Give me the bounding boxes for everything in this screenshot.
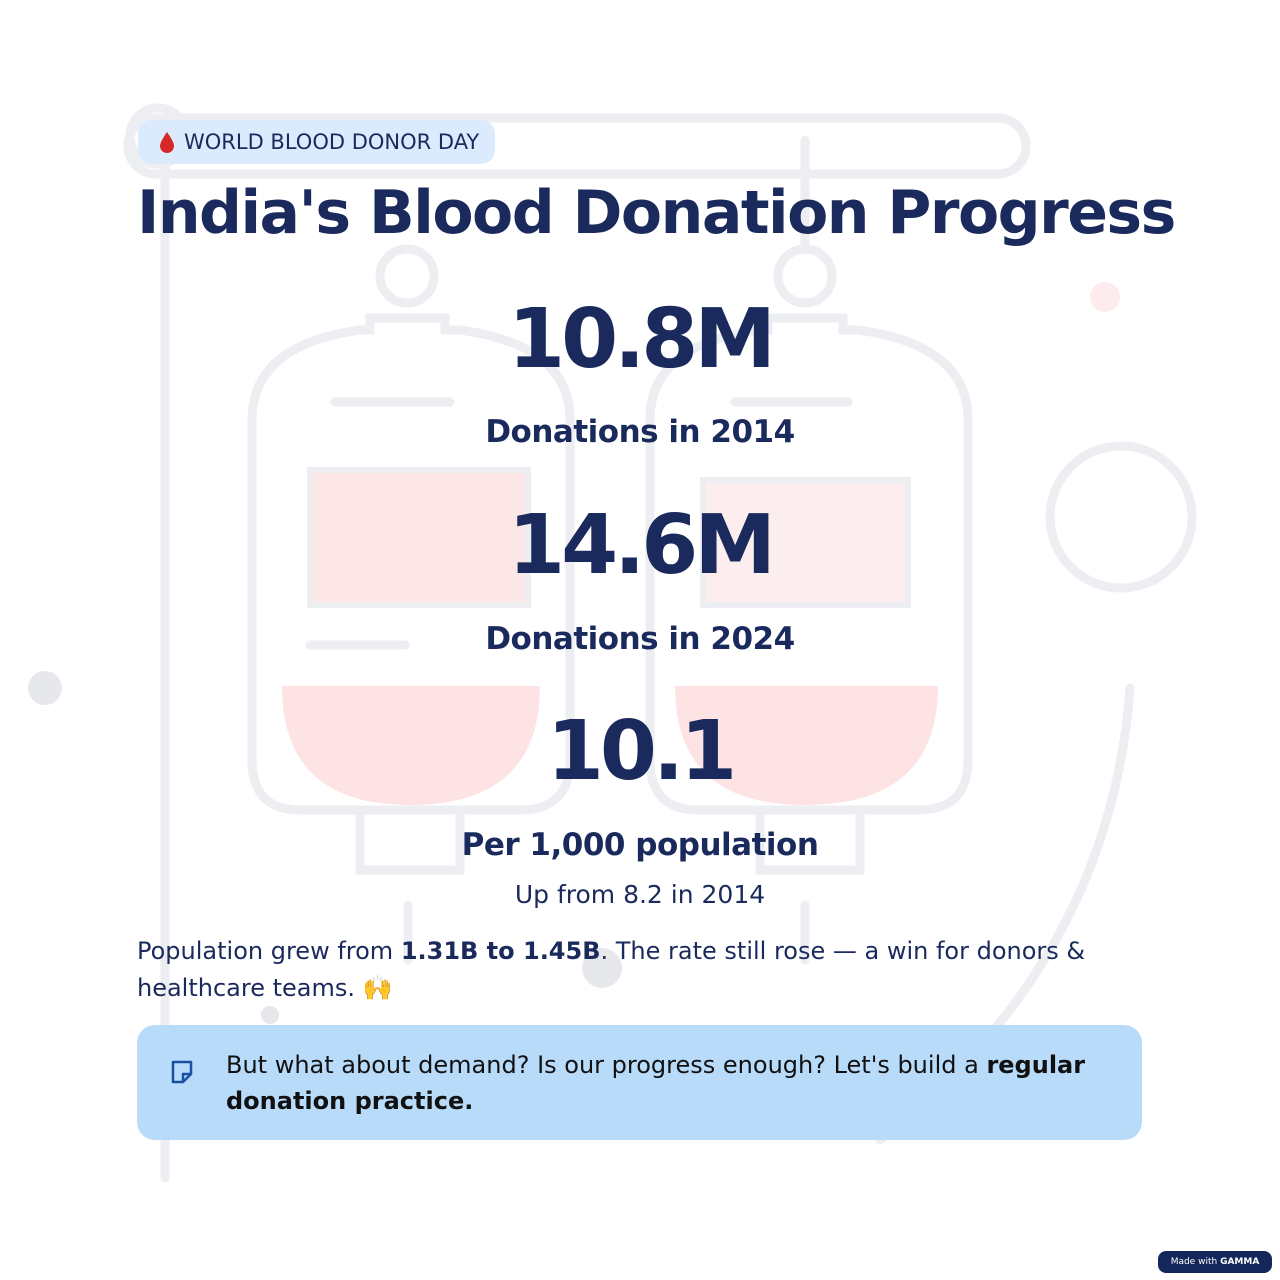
note-icon: [171, 1060, 193, 1084]
stat-label: Per 1,000 population: [461, 827, 819, 863]
stat-label: Donations in 2014: [485, 414, 795, 450]
stat-label: Donations in 2024: [485, 621, 795, 657]
title: India's Blood Donation Progress: [137, 178, 1176, 248]
bold-text: regular donation practice.: [226, 1051, 1086, 1115]
callout: But what about demand? Is our progress e…: [137, 1025, 1142, 1140]
text: But what about demand? Is our progress e…: [226, 1051, 987, 1079]
drop-icon: [160, 132, 174, 153]
stat-value: 10.1: [546, 704, 737, 799]
stat-value: 14.6M: [508, 498, 776, 593]
paragraph: Population grew from 1.31B to 1.45B. The…: [137, 933, 1137, 1007]
footer-text: Made with: [1170, 1257, 1218, 1267]
badge-text: WORLD BLOOD DONOR DAY: [184, 130, 480, 154]
stat-value: 10.8M: [508, 292, 776, 387]
stat-note: Up from 8.2 in 2014: [514, 880, 766, 909]
text: Population grew from: [137, 937, 401, 965]
callout-text: But what about demand? Is our progress e…: [226, 1047, 1126, 1119]
bold-text: 1.31B to 1.45B: [400, 937, 601, 965]
footer-brand: GAMMA: [1220, 1257, 1260, 1267]
footer-badge[interactable]: Made with GAMMA: [1158, 1251, 1272, 1273]
text: . The rate still rose — a win for donors…: [137, 937, 1086, 1002]
badge: WORLD BLOOD DONOR DAY: [138, 120, 496, 164]
